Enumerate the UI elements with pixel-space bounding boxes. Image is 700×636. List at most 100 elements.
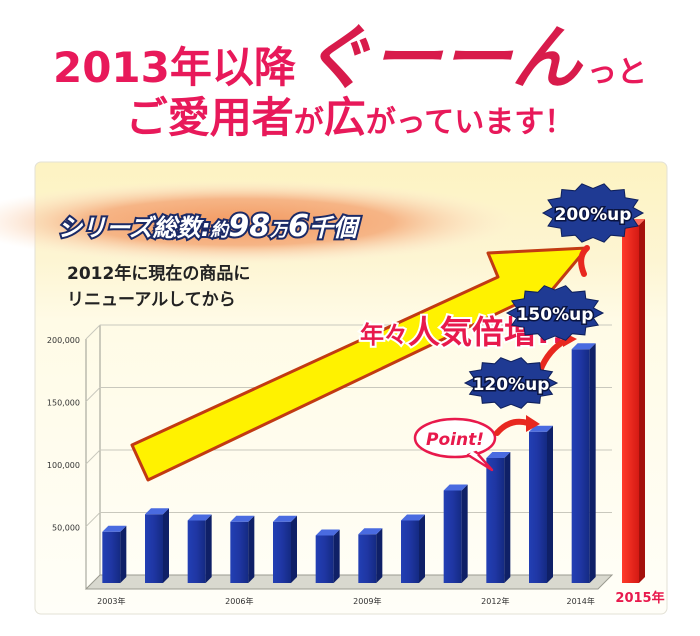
banner-number-6: 6 <box>288 209 309 244</box>
x-axis-ticks: 2003年 2006年 2009年 2012年 2014年 <box>97 596 595 606</box>
headline-ga: が <box>293 105 324 140</box>
popularity-nennen: 年々 <box>360 321 408 349</box>
point-bubble: Point! <box>413 417 497 472</box>
growth-badge: 200%up <box>541 183 645 243</box>
banner-label: シリーズ総数 <box>58 214 205 242</box>
badge-burst <box>541 183 645 243</box>
bar-top <box>486 452 511 458</box>
bar-top <box>145 508 169 515</box>
banner-colon: : <box>201 214 211 242</box>
headline-users: ご愛用者 <box>125 93 294 142</box>
bar <box>443 484 468 583</box>
growth-badges: 120%up 150%up 200%up <box>463 183 645 409</box>
headline-emphasis: ぐーーん <box>301 17 582 99</box>
bar-side <box>120 525 127 583</box>
swoosh-200 <box>578 245 590 277</box>
bar-front <box>486 458 505 583</box>
bar-front <box>529 431 547 583</box>
bar-side <box>291 515 297 583</box>
renewal-note-line2: リニューアルしてから <box>67 290 236 310</box>
bar-top <box>529 425 553 432</box>
bar <box>230 515 255 583</box>
bar-side <box>504 452 511 583</box>
bar-side <box>419 514 425 583</box>
bar-top <box>315 529 340 536</box>
headline-suffix: っと <box>587 55 648 90</box>
bar-front <box>145 514 163 583</box>
bar <box>273 515 297 583</box>
bar-side <box>589 343 596 583</box>
y-tick-label: 50,000 <box>52 524 80 533</box>
badge-label: 200%up <box>555 205 632 225</box>
bar-front <box>102 531 121 583</box>
bar-front <box>187 520 206 583</box>
bar-top <box>273 515 297 522</box>
y-tick-label: 200,000 <box>47 336 80 345</box>
swoosh-120 <box>494 418 531 436</box>
x-tick-label: 2012年 <box>481 596 509 606</box>
bar <box>187 514 212 583</box>
bar <box>102 525 127 583</box>
x-tick-label: 2003年 <box>97 596 125 606</box>
badge-burst <box>505 285 605 341</box>
bar-side <box>376 528 383 583</box>
bar-front <box>230 521 249 583</box>
banner-units: 千個 <box>309 214 361 242</box>
swoosh-120-head <box>526 415 540 432</box>
growth-arrow <box>130 246 589 482</box>
bar <box>401 514 425 583</box>
bar-side <box>461 484 468 583</box>
y-tick-label: 100,000 <box>47 461 80 470</box>
growth-badge: 150%up <box>505 285 605 341</box>
bar-side <box>205 514 212 583</box>
headline-year-text: 2013年以降 <box>52 43 296 92</box>
badge-label: 120%up <box>473 375 550 395</box>
headline-spread: 広 <box>323 93 366 142</box>
badge-label: 150%up <box>517 305 594 325</box>
x-tick-label: 2006年 <box>225 596 253 606</box>
bar-2015 <box>622 219 645 583</box>
y-tick-label: 150,000 <box>47 399 80 408</box>
bar-top <box>571 343 596 350</box>
bar <box>486 452 511 583</box>
bar-top <box>230 515 255 522</box>
bar-top <box>443 484 468 491</box>
bar <box>315 529 340 583</box>
bar-side <box>248 515 255 583</box>
bar <box>529 425 553 583</box>
bar <box>571 343 596 583</box>
x-tick-label: 2014年 <box>566 596 594 606</box>
bar-front <box>315 535 334 583</box>
gridline-side <box>85 324 101 340</box>
headline-spreading: がっています！ <box>365 105 575 140</box>
bar-top <box>187 514 212 521</box>
badge-burst <box>463 357 559 409</box>
bar-side <box>547 425 553 583</box>
banner-glow <box>0 180 518 264</box>
headline-line1: 2013年以降 ぐーーん っと <box>0 2 700 99</box>
headline-line2: ご愛用者が広がっています！ <box>0 84 700 154</box>
bar <box>358 528 383 583</box>
gridline-side <box>85 449 101 465</box>
y-axis-ticks: 50,000 100,000 150,000 200,000 <box>47 336 80 533</box>
x-tick-label: 2009年 <box>353 596 381 606</box>
gridline-side <box>85 512 101 527</box>
bar-front <box>358 534 377 583</box>
bars <box>102 343 596 583</box>
growth-badge: 120%up <box>463 357 559 409</box>
bar-side <box>163 508 169 583</box>
bar-front <box>401 520 419 583</box>
series-total-banner: シリーズ総数:約98万6千個 <box>58 209 361 244</box>
bar-top <box>102 525 127 532</box>
label-2015: 2015年 <box>615 590 664 606</box>
bar-top <box>358 528 383 535</box>
bar-side <box>333 529 340 583</box>
banner-man: 万 <box>269 220 291 241</box>
bar-front <box>443 490 462 583</box>
bar-top <box>401 514 425 521</box>
bar-front <box>273 521 291 583</box>
gridline-side <box>85 387 101 402</box>
renewal-note-line1: 2012年に現在の商品に <box>67 263 250 284</box>
